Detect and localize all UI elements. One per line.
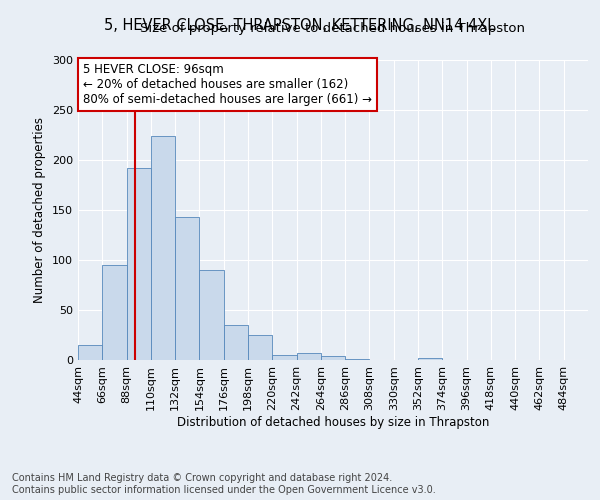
Bar (296, 353, 321, 360)
Bar (248, 335, 272, 360)
Bar (102, 265, 127, 360)
Bar (127, 168, 151, 360)
Bar (151, 136, 175, 360)
Bar (199, 270, 224, 360)
Bar (418, 358, 442, 360)
Title: Size of property relative to detached houses in Thrapston: Size of property relative to detached ho… (140, 22, 526, 35)
Text: 5 HEVER CLOSE: 96sqm
← 20% of detached houses are smaller (162)
80% of semi-deta: 5 HEVER CLOSE: 96sqm ← 20% of detached h… (83, 63, 372, 106)
Bar (321, 356, 345, 360)
Bar (224, 325, 248, 360)
Text: 5, HEVER CLOSE, THRAPSTON, KETTERING, NN14 4XL: 5, HEVER CLOSE, THRAPSTON, KETTERING, NN… (104, 18, 496, 32)
Bar (78, 345, 102, 360)
X-axis label: Distribution of detached houses by size in Thrapston: Distribution of detached houses by size … (177, 416, 489, 428)
Bar (272, 355, 296, 360)
Y-axis label: Number of detached properties: Number of detached properties (34, 117, 46, 303)
Bar (175, 217, 199, 360)
Bar (345, 359, 370, 360)
Text: Contains HM Land Registry data © Crown copyright and database right 2024.
Contai: Contains HM Land Registry data © Crown c… (12, 474, 436, 495)
